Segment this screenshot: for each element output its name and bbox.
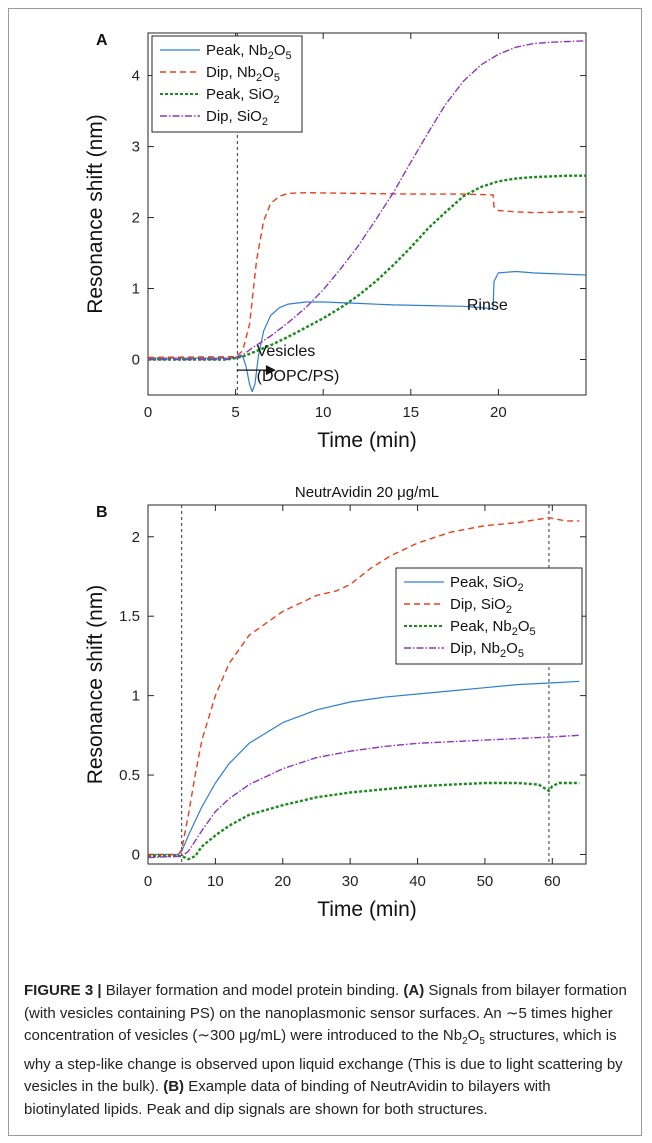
legend-entry: Dip, Nb2O5: [206, 64, 280, 84]
legend-entry: Dip, Nb2O5: [450, 640, 524, 660]
series-line-1: [148, 270, 586, 393]
series-line-2: [148, 192, 586, 359]
x-tick-label: 30: [342, 873, 359, 890]
y-axis-label: Resonance shift (nm): [84, 114, 107, 314]
x-tick-label: 50: [477, 873, 494, 890]
y-tick-label: 3: [132, 139, 140, 156]
legend-entry: Peak, Nb2O5: [206, 42, 292, 62]
y-axis-label: Resonance shift (nm): [84, 585, 107, 785]
x-tick-label: 5: [231, 404, 239, 421]
x-tick-label: 15: [402, 404, 419, 421]
legend-entry: Dip, SiO2: [450, 596, 512, 616]
legend-entry: Dip, SiO2: [206, 108, 268, 128]
x-tick-label: 20: [490, 404, 507, 421]
arrow-head: [265, 365, 276, 376]
annotation: Rinse: [467, 297, 508, 314]
y-tick-label: 0.5: [119, 767, 140, 784]
panel-label: A: [96, 32, 108, 49]
y-tick-label: 1: [132, 688, 140, 705]
x-axis-label: Time (min): [317, 429, 417, 452]
x-tick-label: 40: [409, 873, 426, 890]
panel-label: B: [96, 504, 108, 521]
legend-entry: Peak, Nb2O5: [450, 618, 536, 638]
series-line-2: [148, 517, 580, 856]
figure-caption: FIGURE 3 | Bilayer formation and model p…: [24, 982, 627, 1118]
y-tick-label: 2: [132, 210, 140, 227]
x-tick-label: 10: [315, 404, 332, 421]
legend-entry: Peak, SiO2: [206, 86, 280, 106]
y-tick-label: 0: [132, 352, 140, 369]
x-axis-label: Time (min): [317, 898, 417, 921]
y-tick-label: 4: [132, 68, 140, 85]
chart-panel-b: B NeutrAvidin 20 μg/mL 0 10 20 30 40 50 60 0 0.5 1 1…: [84, 484, 587, 921]
y-tick-label: 1: [132, 281, 140, 298]
series-line-3: [148, 174, 586, 361]
series-line-3: [148, 781, 580, 861]
series-line-4: [148, 734, 580, 859]
y-tick-label: 2: [132, 529, 140, 546]
x-tick-label: 0: [144, 404, 152, 421]
annotation: Vesicles: [257, 343, 316, 360]
annotation: (DOPC/PS): [257, 368, 340, 385]
chart-title: NeutrAvidin 20 μg/mL: [295, 484, 439, 501]
chart-panel-a: A 0 5 10 15 20 0 1 2 3 4 Time (min) Resonance shift …: [84, 32, 587, 452]
series-line-1: [148, 680, 580, 856]
plot-area: [147, 504, 587, 865]
x-tick-label: 10: [207, 873, 224, 890]
figure-frame: [8, 8, 642, 1136]
x-tick-label: 20: [274, 873, 291, 890]
x-tick-label: 0: [144, 873, 152, 890]
y-tick-label: 1.5: [119, 608, 140, 625]
y-tick-label: 0: [132, 846, 140, 863]
x-tick-label: 60: [544, 873, 561, 890]
plot-area: [147, 32, 587, 396]
series-line-4: [148, 40, 586, 361]
legend-entry: Peak, SiO2: [450, 574, 524, 594]
